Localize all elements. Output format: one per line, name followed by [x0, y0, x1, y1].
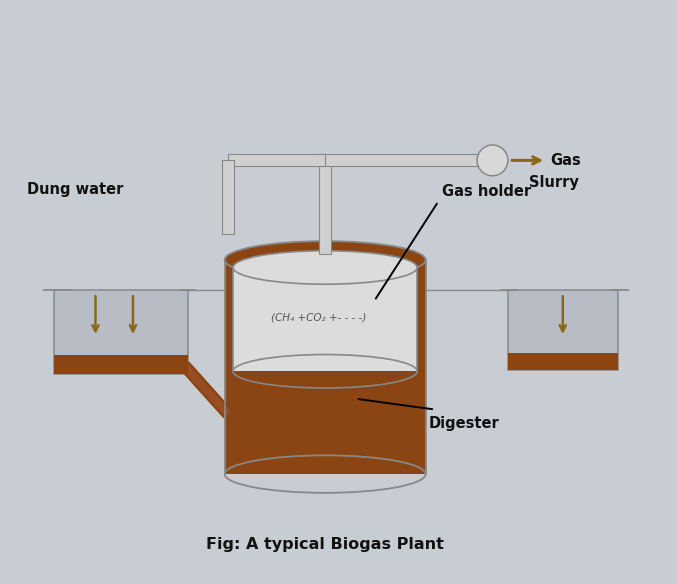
- Ellipse shape: [233, 251, 417, 284]
- Polygon shape: [225, 260, 426, 474]
- Ellipse shape: [225, 241, 426, 279]
- Text: Gas holder: Gas holder: [442, 184, 531, 199]
- Bar: [228, 154, 325, 166]
- Bar: [319, 161, 331, 254]
- Text: Fig: A typical Biogas Plant: Fig: A typical Biogas Plant: [206, 537, 444, 552]
- Bar: [508, 353, 618, 370]
- Bar: [319, 154, 492, 166]
- Bar: [222, 161, 234, 234]
- Polygon shape: [233, 267, 417, 371]
- Text: Slurry: Slurry: [529, 175, 580, 190]
- Text: Dung water: Dung water: [27, 182, 124, 197]
- Bar: [54, 290, 188, 374]
- Bar: [54, 355, 188, 374]
- Text: Gas: Gas: [550, 153, 581, 168]
- Text: (CH₄ +CO₂ +- - - -): (CH₄ +CO₂ +- - - -): [271, 312, 366, 322]
- Text: Digester: Digester: [429, 416, 500, 432]
- Bar: [508, 290, 618, 370]
- Circle shape: [477, 145, 508, 176]
